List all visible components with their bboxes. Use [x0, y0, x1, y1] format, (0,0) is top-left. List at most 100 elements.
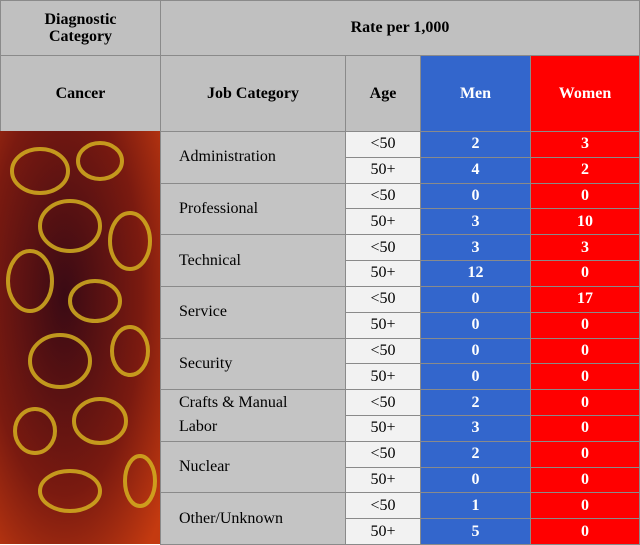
men-rate-text: 2: [471, 393, 480, 411]
age-text: 50+: [370, 212, 396, 230]
men-rate: 2: [420, 440, 531, 468]
women-rate-text: 0: [581, 264, 589, 282]
men-rate: 3: [420, 414, 531, 442]
header-text: Diagnostic Category: [44, 11, 117, 45]
men-rate-text: 3: [471, 212, 480, 230]
job-category-text: Crafts & Manual Labor: [179, 394, 288, 436]
men-rate: 12: [420, 260, 531, 287]
men-rate-text: 0: [471, 341, 480, 359]
women-rate-text: 0: [581, 419, 589, 437]
men-rate-text: 0: [471, 367, 480, 385]
women-rate: 3: [530, 234, 640, 262]
men-rate-text: 4: [471, 161, 480, 179]
header-text: Women: [558, 84, 612, 102]
men-rate: 0: [420, 311, 531, 339]
job-category: Security: [160, 337, 346, 391]
job-category-text: Security: [179, 354, 233, 372]
women-rate-text: 0: [581, 367, 589, 385]
age-text: <50: [370, 135, 396, 153]
age-text: 50+: [370, 470, 396, 488]
header-cell: Rate per 1,000: [160, 0, 640, 56]
age: 50+: [345, 156, 421, 184]
age: <50: [345, 389, 421, 416]
job-category-text: Service: [179, 303, 227, 321]
women-rate: 0: [530, 260, 640, 287]
women-rate: 0: [530, 414, 640, 442]
age: 50+: [345, 466, 421, 494]
men-rate-text: 2: [471, 445, 480, 463]
age-text: <50: [370, 238, 396, 256]
header-text: Job Category: [207, 84, 299, 102]
women-rate-text: 0: [581, 496, 589, 514]
job-category-text: Other/Unknown: [179, 509, 283, 527]
men-rate: 1: [420, 492, 531, 520]
men-rate-text: 0: [471, 187, 480, 205]
women-rate: 17: [530, 285, 640, 313]
women-rate: 0: [530, 492, 640, 520]
age-text: <50: [370, 290, 396, 308]
men-rate: 3: [420, 234, 531, 262]
women-rate: 0: [530, 311, 640, 339]
age: 50+: [345, 311, 421, 339]
men-rate: 5: [420, 518, 531, 545]
women-rate: 0: [530, 466, 640, 494]
men-rate: 0: [420, 285, 531, 313]
men-rate: 4: [420, 156, 531, 184]
age: 50+: [345, 260, 421, 287]
age: <50: [345, 131, 421, 158]
age: 50+: [345, 208, 421, 236]
women-rate-text: 0: [581, 393, 589, 411]
job-category-text: Technical: [179, 251, 241, 269]
header-cell: Men: [420, 55, 531, 132]
age-text: <50: [370, 393, 396, 411]
age: <50: [345, 440, 421, 468]
job-category: Technical: [160, 234, 346, 287]
job-category-text: Nuclear: [179, 458, 230, 476]
women-rate: 0: [530, 182, 640, 210]
header-text: Rate per 1,000: [350, 19, 450, 36]
men-rate: 0: [420, 363, 531, 391]
age: <50: [345, 285, 421, 313]
header-cell: Age: [345, 55, 421, 132]
job-category: Administration: [160, 131, 346, 184]
women-rate-text: 0: [581, 445, 589, 463]
women-rate: 0: [530, 440, 640, 468]
job-category: Other/Unknown: [160, 492, 346, 545]
men-rate: 0: [420, 466, 531, 494]
job-category: Nuclear: [160, 440, 346, 494]
age: <50: [345, 234, 421, 262]
women-rate: 2: [530, 156, 640, 184]
women-rate-text: 0: [581, 522, 589, 540]
women-rate-text: 2: [581, 161, 589, 179]
men-rate: 2: [420, 131, 531, 158]
women-rate-text: 0: [581, 341, 589, 359]
women-rate-text: 0: [581, 187, 589, 205]
job-category: Service: [160, 285, 346, 339]
header-cell: Cancer: [0, 55, 161, 132]
men-rate-text: 0: [471, 290, 480, 308]
women-rate: 3: [530, 131, 640, 158]
women-rate-text: 3: [581, 238, 589, 256]
age-text: <50: [370, 187, 396, 205]
age-text: 50+: [370, 161, 396, 179]
women-rate: 0: [530, 337, 640, 365]
age: <50: [345, 492, 421, 520]
cancer-image: [0, 131, 161, 544]
header-cell: Job Category: [160, 55, 346, 132]
men-rate: 0: [420, 337, 531, 365]
age: 50+: [345, 518, 421, 545]
age: 50+: [345, 363, 421, 391]
men-rate-text: 0: [471, 470, 480, 488]
men-rate-text: 12: [467, 264, 484, 282]
women-rate: 0: [530, 389, 640, 416]
men-rate: 3: [420, 208, 531, 236]
women-rate-text: 3: [581, 135, 589, 153]
men-rate-text: 2: [471, 135, 480, 153]
women-rate: 0: [530, 518, 640, 545]
men-rate-text: 3: [471, 419, 480, 437]
women-rate-text: 17: [577, 290, 593, 308]
men-rate-text: 5: [471, 522, 480, 540]
header-cell: Diagnostic Category: [0, 0, 161, 56]
age-text: <50: [370, 496, 396, 514]
women-rate-text: 10: [577, 212, 593, 230]
